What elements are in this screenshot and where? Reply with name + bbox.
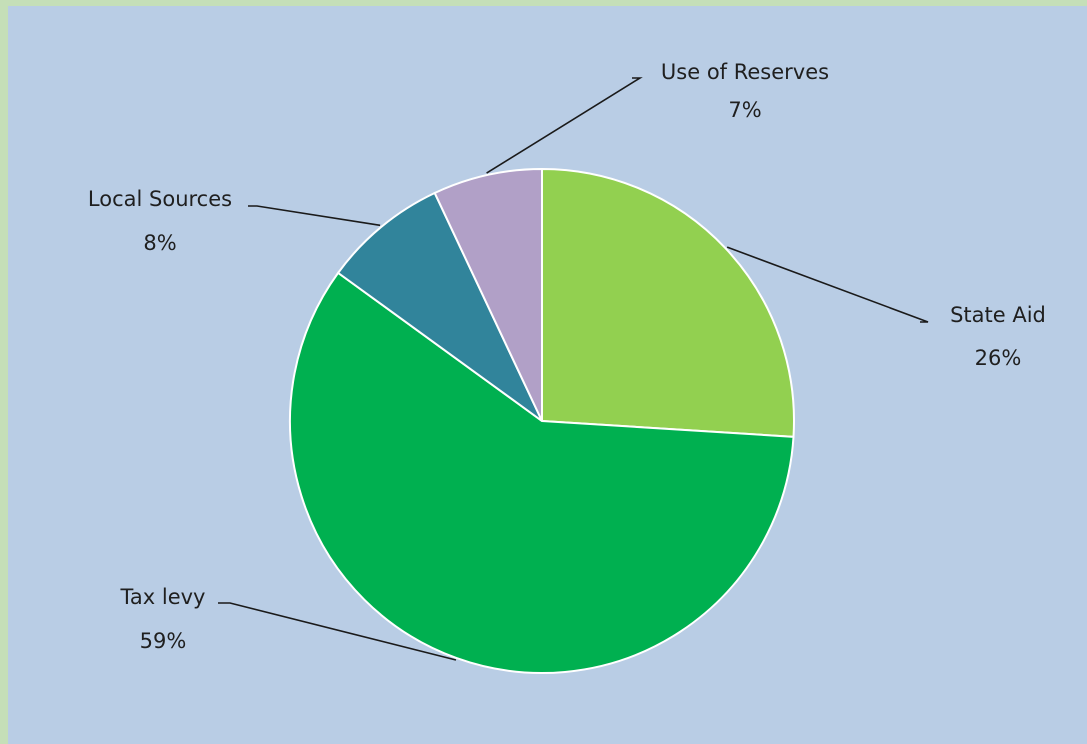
leader-line-tax-levy [218, 602, 457, 661]
label-use-of-reserves: Use of Reserves [661, 60, 829, 84]
leader-line-local-sources [248, 205, 381, 227]
pct-local-sources: 8% [143, 231, 176, 255]
pie-slice-tax-levy [289, 271, 795, 674]
label-tax-levy: Tax levy [120, 585, 206, 609]
pie-slice-use-of-reserves [433, 167, 543, 422]
leader-line-state-aid [726, 246, 929, 323]
label-state-aid: State Aid [950, 303, 1046, 327]
pct-use-of-reserves: 7% [728, 98, 761, 122]
pct-state-aid: 26% [975, 346, 1022, 370]
pct-tax-levy: 59% [140, 629, 187, 653]
leader-line-use-of-reserves [486, 77, 643, 174]
label-local-sources: Local Sources [88, 187, 232, 211]
pie-slice-state-aid [541, 167, 795, 438]
pie-slice-local-sources [336, 191, 543, 422]
